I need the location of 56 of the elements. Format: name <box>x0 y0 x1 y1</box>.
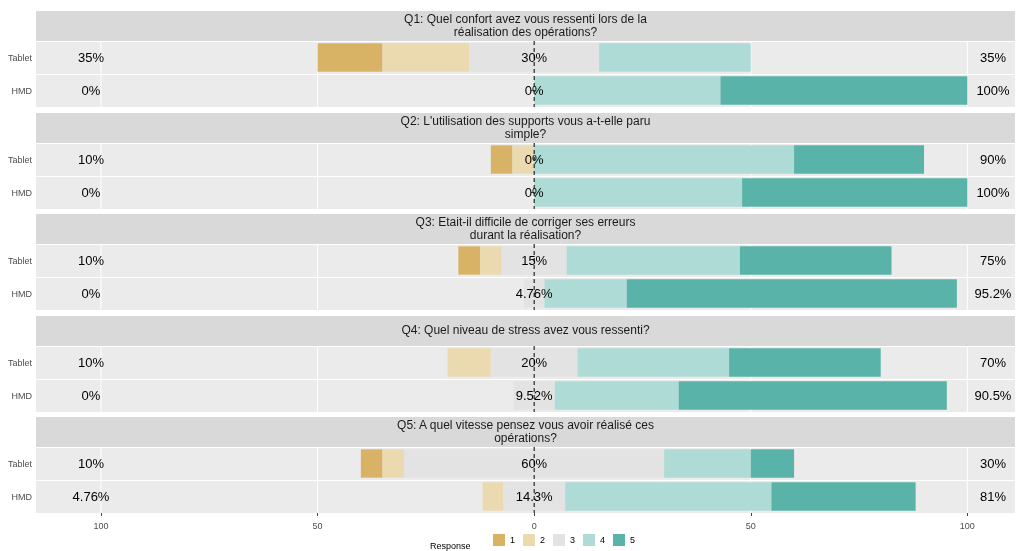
data-label: 15% <box>521 253 548 268</box>
data-label: 20% <box>521 354 548 370</box>
y-tick-label: Tablet <box>7 255 33 266</box>
annotation: 70% <box>979 354 1007 370</box>
annotation: 10% <box>77 253 105 268</box>
data-label: 9.52% <box>515 387 554 403</box>
annotation: 100% <box>976 184 1011 200</box>
annotation: 90.5% <box>974 387 1012 403</box>
data-label: 0% <box>524 184 544 200</box>
annotation: 0% <box>81 83 101 98</box>
chart-title: Q4: Quel niveau de stress avez vous ressenti? <box>36 315 1015 346</box>
y-tick-label: HMD <box>11 85 33 96</box>
annotation: 10% <box>77 151 105 167</box>
y-tick-label: HMD <box>11 491 33 502</box>
data-label: 14.3% <box>515 489 554 504</box>
annotation: 81% <box>979 489 1007 504</box>
annotation: 100% <box>976 83 1011 98</box>
y-tick-label: Tablet <box>7 52 33 63</box>
data-label: 0% <box>524 151 544 167</box>
legend-label: 3 <box>570 535 576 545</box>
y-tick-label: HMD <box>11 187 33 197</box>
annotation: 35% <box>979 50 1007 65</box>
data-label: 30% <box>521 50 548 65</box>
legend-label: 4 <box>600 535 606 545</box>
x-tick-label: 100 <box>93 520 109 531</box>
data-label: 4.76% <box>515 286 554 301</box>
x-tick-label: 50 <box>312 520 323 531</box>
annotation: 35% <box>77 50 105 65</box>
annotation: 0% <box>81 387 101 403</box>
data-label: 60% <box>521 456 548 471</box>
legend-label: 2 <box>540 535 546 545</box>
chart-title: Q1: Quel confort avez vous ressenti lors de la réalisation des opérations? <box>36 11 1015 41</box>
legend-label: 5 <box>630 535 636 545</box>
x-tick-label: 50 <box>745 520 756 531</box>
y-tick-label: Tablet <box>7 458 33 469</box>
annotation: 4.76% <box>72 489 110 504</box>
annotation: 10% <box>77 354 105 370</box>
annotation: 0% <box>81 286 101 301</box>
x-tick-label: 0 <box>531 520 537 531</box>
y-tick-label: Tablet <box>7 357 33 367</box>
y-tick-label: HMD <box>11 288 33 299</box>
y-tick-label: Tablet <box>7 154 33 164</box>
x-tick-label: 100 <box>959 520 975 531</box>
y-tick-label: HMD <box>11 390 33 400</box>
chart-title: Q3: Etait-il difficile de corriger ses erreurs durant la réalisation? <box>36 214 1015 244</box>
chart-title: Q2: L'utilisation des supports vous a-t-elle paru simple? <box>36 112 1015 143</box>
annotation: 95.2% <box>974 286 1012 301</box>
data-label: 0% <box>524 83 544 98</box>
chart-title: Q5: A quel vitesse pensez vous avoir réalisé ces opérations? <box>36 417 1015 447</box>
annotation: 75% <box>979 253 1007 268</box>
annotation: 0% <box>81 184 101 200</box>
legend-label: 1 <box>510 535 516 545</box>
annotation: 10% <box>77 456 105 471</box>
annotation: 90% <box>979 151 1007 167</box>
annotation: 30% <box>979 456 1007 471</box>
legend-title: Response <box>430 540 471 551</box>
